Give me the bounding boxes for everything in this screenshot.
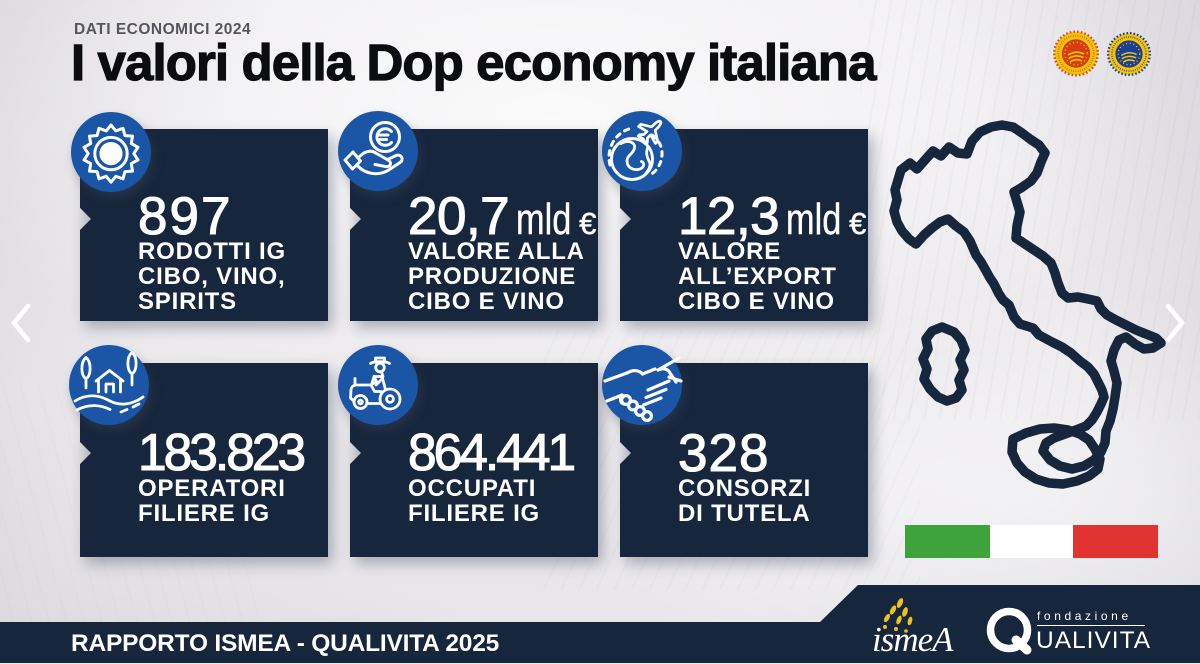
svg-text:fondazione: fondazione	[1037, 609, 1132, 623]
svg-text:UALIVITA: UALIVITA	[1036, 627, 1151, 654]
svg-text:ismeA: ismeA	[872, 620, 954, 659]
